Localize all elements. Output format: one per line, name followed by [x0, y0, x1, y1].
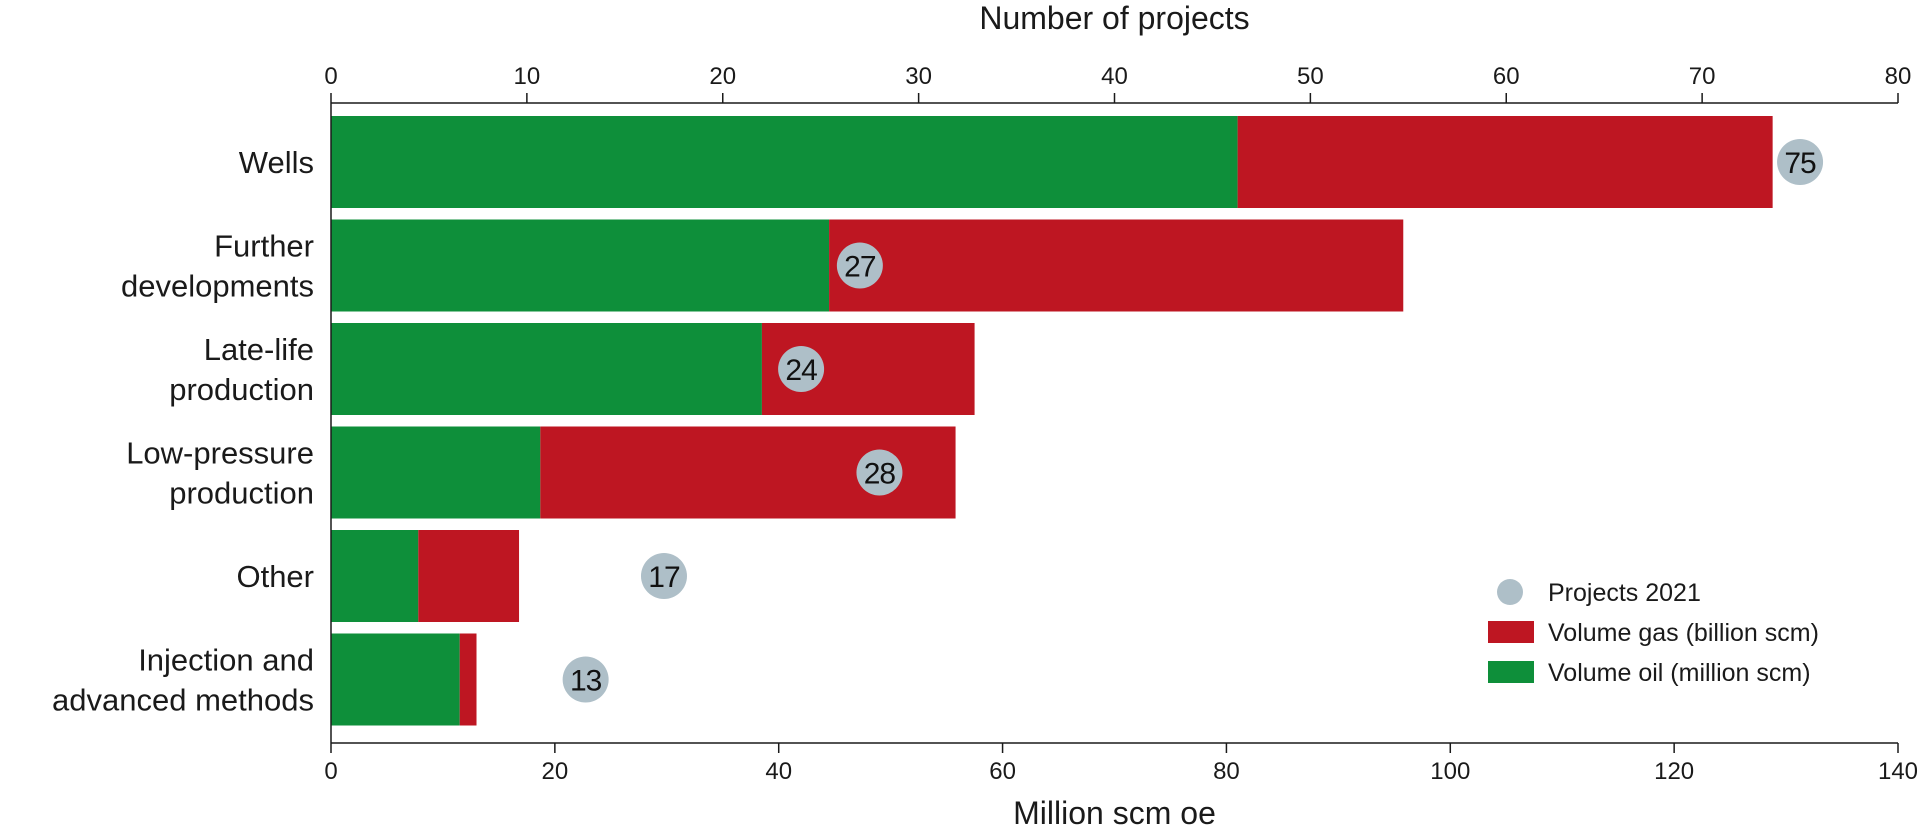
legend: Projects 2021 Volume gas (billion scm) Vol…	[1488, 579, 1819, 687]
top-tick-label: 60	[1493, 63, 1520, 90]
category-label-line: Further	[214, 229, 314, 264]
bar-oil-2	[331, 323, 762, 415]
project-point-label: 75	[1784, 147, 1816, 180]
top-tick-label: 80	[1885, 63, 1912, 90]
top-axis-title: Number of projects	[979, 0, 1249, 36]
category-label: Wells	[239, 145, 314, 180]
bar-oil-3	[331, 426, 541, 519]
bar-gas-0	[1237, 116, 1773, 208]
top-tick-label: 50	[1297, 63, 1324, 90]
bottom-tick-label: 60	[989, 758, 1016, 785]
category-labels: Wells Further developments Late-life product…	[52, 145, 314, 718]
category-label-line: Injection and	[138, 643, 314, 678]
top-tick-label: 20	[709, 63, 736, 90]
category-label: Late-life production	[169, 332, 314, 407]
project-point-label: 13	[570, 665, 602, 698]
project-point	[778, 346, 825, 392]
category-label: Injection and advanced methods	[52, 643, 314, 718]
category-label: Low-pressure production	[126, 436, 314, 511]
project-points: 75 27 24 28 17 13	[562, 139, 1824, 703]
top-tick-label: 40	[1101, 63, 1128, 90]
project-point	[836, 242, 883, 289]
category-label-line: developments	[121, 269, 314, 304]
category-label-line: advanced methods	[52, 683, 314, 718]
project-point	[562, 656, 609, 703]
bar-oil-5	[331, 633, 460, 726]
axes: 0 20 40 60 80 100 120 140 0 10 20 30 40 50 60 70 80	[324, 63, 1918, 785]
legend-label: Volume oil (million scm)	[1548, 659, 1811, 687]
top-tick-label: 0	[324, 63, 337, 90]
project-point-label: 27	[844, 251, 876, 284]
bar-oil-4	[331, 530, 419, 622]
legend-label: Projects 2021	[1548, 579, 1701, 607]
project-point	[1777, 139, 1824, 185]
category-label-line: Late-life	[204, 332, 314, 367]
project-point-label: 28	[864, 458, 896, 491]
bottom-tick-label: 40	[765, 758, 792, 785]
category-label-line: Low-pressure	[126, 436, 314, 471]
bar-gas-1	[829, 219, 1404, 312]
legend-swatch-gas	[1488, 621, 1534, 643]
project-point-label: 24	[785, 354, 817, 387]
legend-swatch-oil	[1488, 661, 1534, 683]
top-tick-label: 10	[514, 63, 541, 90]
top-tick-label: 70	[1689, 63, 1716, 90]
bars	[331, 116, 1773, 726]
bar-oil-1	[331, 219, 830, 312]
category-label-line: Wells	[239, 145, 314, 180]
legend-marker-projects	[1497, 579, 1523, 605]
bottom-tick-label: 80	[1213, 758, 1240, 785]
category-label-line: production	[169, 372, 314, 407]
bottom-tick-label: 20	[542, 758, 569, 785]
category-label: Further developments	[121, 229, 314, 304]
bottom-tick-label: 0	[324, 758, 337, 785]
category-label-line: production	[169, 476, 314, 511]
bar-gas-5	[459, 633, 477, 726]
bottom-tick-label: 140	[1878, 758, 1918, 785]
project-point	[856, 449, 903, 496]
bottom-tick-label: 120	[1654, 758, 1694, 785]
legend-label: Volume gas (billion scm)	[1548, 619, 1819, 647]
bar-oil-0	[331, 116, 1238, 208]
category-label: Other	[236, 559, 314, 594]
project-point	[640, 553, 687, 599]
bottom-axis-title: Million scm oe	[1013, 795, 1216, 828]
bottom-tick-label: 100	[1430, 758, 1470, 785]
bar-gas-4	[418, 530, 520, 622]
category-label-line: Other	[236, 559, 314, 594]
project-point-label: 17	[648, 561, 680, 594]
top-tick-label: 30	[905, 63, 932, 90]
